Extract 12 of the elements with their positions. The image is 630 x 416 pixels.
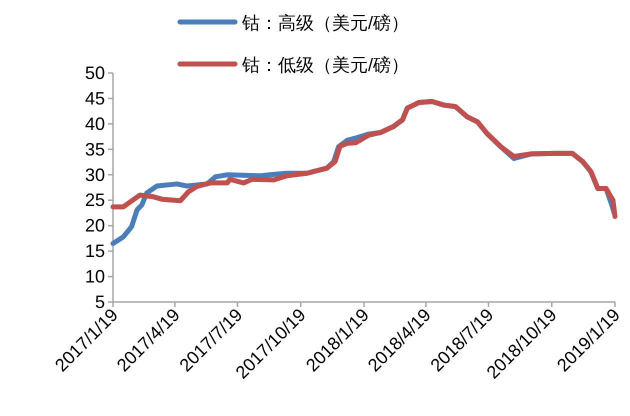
y-tick-label: 5 — [94, 292, 105, 312]
y-tick-label: 45 — [84, 88, 105, 108]
y-tick-label: 50 — [84, 63, 105, 83]
y-tick-label: 15 — [84, 241, 105, 262]
legend-label: 钴：低级（美元/磅） — [241, 55, 410, 75]
y-tick-label: 10 — [84, 266, 105, 287]
y-tick-label: 30 — [84, 164, 105, 185]
y-tick-label: 20 — [84, 216, 105, 236]
y-tick-label: 25 — [84, 190, 105, 210]
legend-label: 钴：高级（美元/磅） — [241, 13, 410, 33]
y-tick-label: 40 — [84, 114, 105, 134]
y-tick-label: 35 — [84, 139, 105, 160]
